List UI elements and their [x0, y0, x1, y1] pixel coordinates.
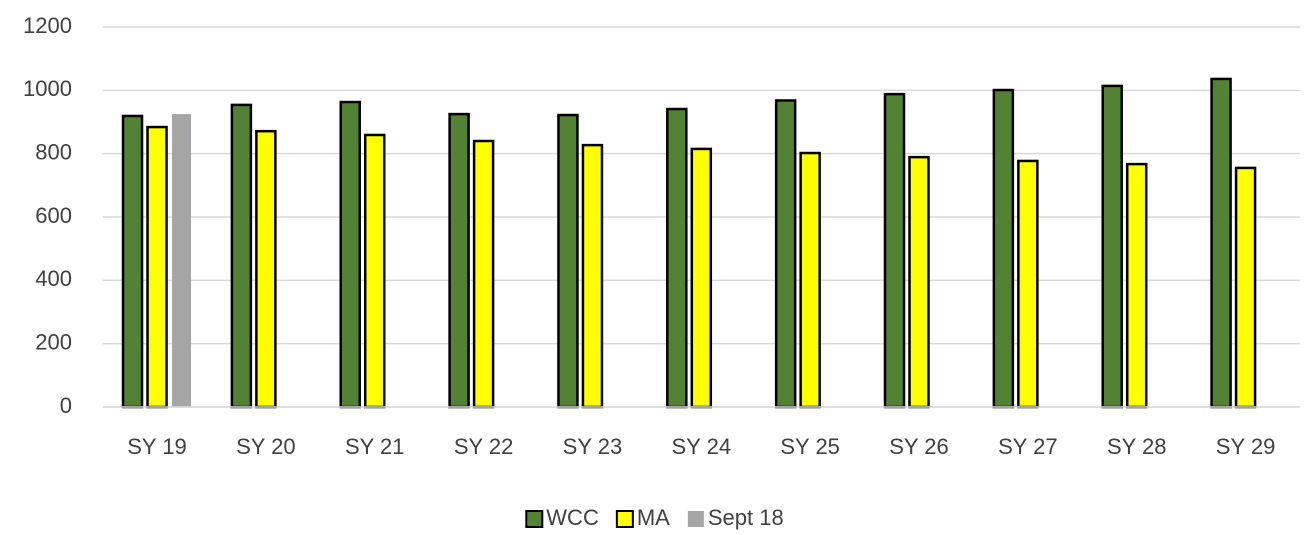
bar [557, 113, 579, 409]
y-tick-label: 1000 [23, 76, 72, 101]
bar [230, 103, 253, 409]
legend-label: Sept 18 [708, 505, 784, 530]
bar [255, 129, 277, 409]
x-tick-label: SY 22 [454, 434, 514, 459]
bar [1101, 84, 1123, 409]
x-tick-label: SY 25 [780, 434, 840, 459]
legend-swatch [615, 510, 634, 528]
y-tick-label: 1200 [23, 13, 72, 38]
legend-swatch [525, 510, 544, 528]
y-tick-label: 200 [35, 329, 72, 354]
bar [146, 125, 168, 409]
bar [799, 151, 821, 409]
bar [339, 100, 361, 409]
bar [883, 92, 906, 409]
x-tick-label: SY 20 [236, 434, 296, 459]
x-tick-label: SY 28 [1107, 434, 1167, 459]
y-tick-label: 800 [35, 139, 72, 164]
bar [774, 99, 797, 409]
legend-label: MA [637, 505, 670, 530]
y-tick-label: 400 [35, 266, 72, 291]
x-tick-label: SY 29 [1216, 434, 1276, 459]
x-tick-label: SY 26 [889, 434, 949, 459]
x-tick-label: SY 19 [127, 434, 187, 459]
bar [121, 114, 144, 409]
bar [581, 143, 604, 409]
bar [363, 133, 386, 409]
bar [448, 112, 470, 409]
x-tick-label: SY 21 [345, 434, 405, 459]
bar [666, 107, 688, 409]
x-tick-label: SY 24 [672, 434, 732, 459]
bar [1234, 166, 1257, 409]
bar [172, 114, 192, 407]
bar [472, 139, 495, 409]
y-tick-label: 0 [60, 393, 72, 418]
bar [1125, 162, 1148, 409]
x-tick-label: SY 27 [998, 434, 1058, 459]
legend-swatch [687, 511, 704, 527]
legend-label: WCC [546, 505, 599, 530]
x-tick-label: SY 23 [563, 434, 623, 459]
bar [1017, 159, 1039, 409]
bar [908, 155, 930, 409]
bar [992, 88, 1015, 409]
bar [690, 147, 713, 409]
bar [1210, 77, 1232, 409]
y-tick-label: 600 [35, 203, 72, 228]
